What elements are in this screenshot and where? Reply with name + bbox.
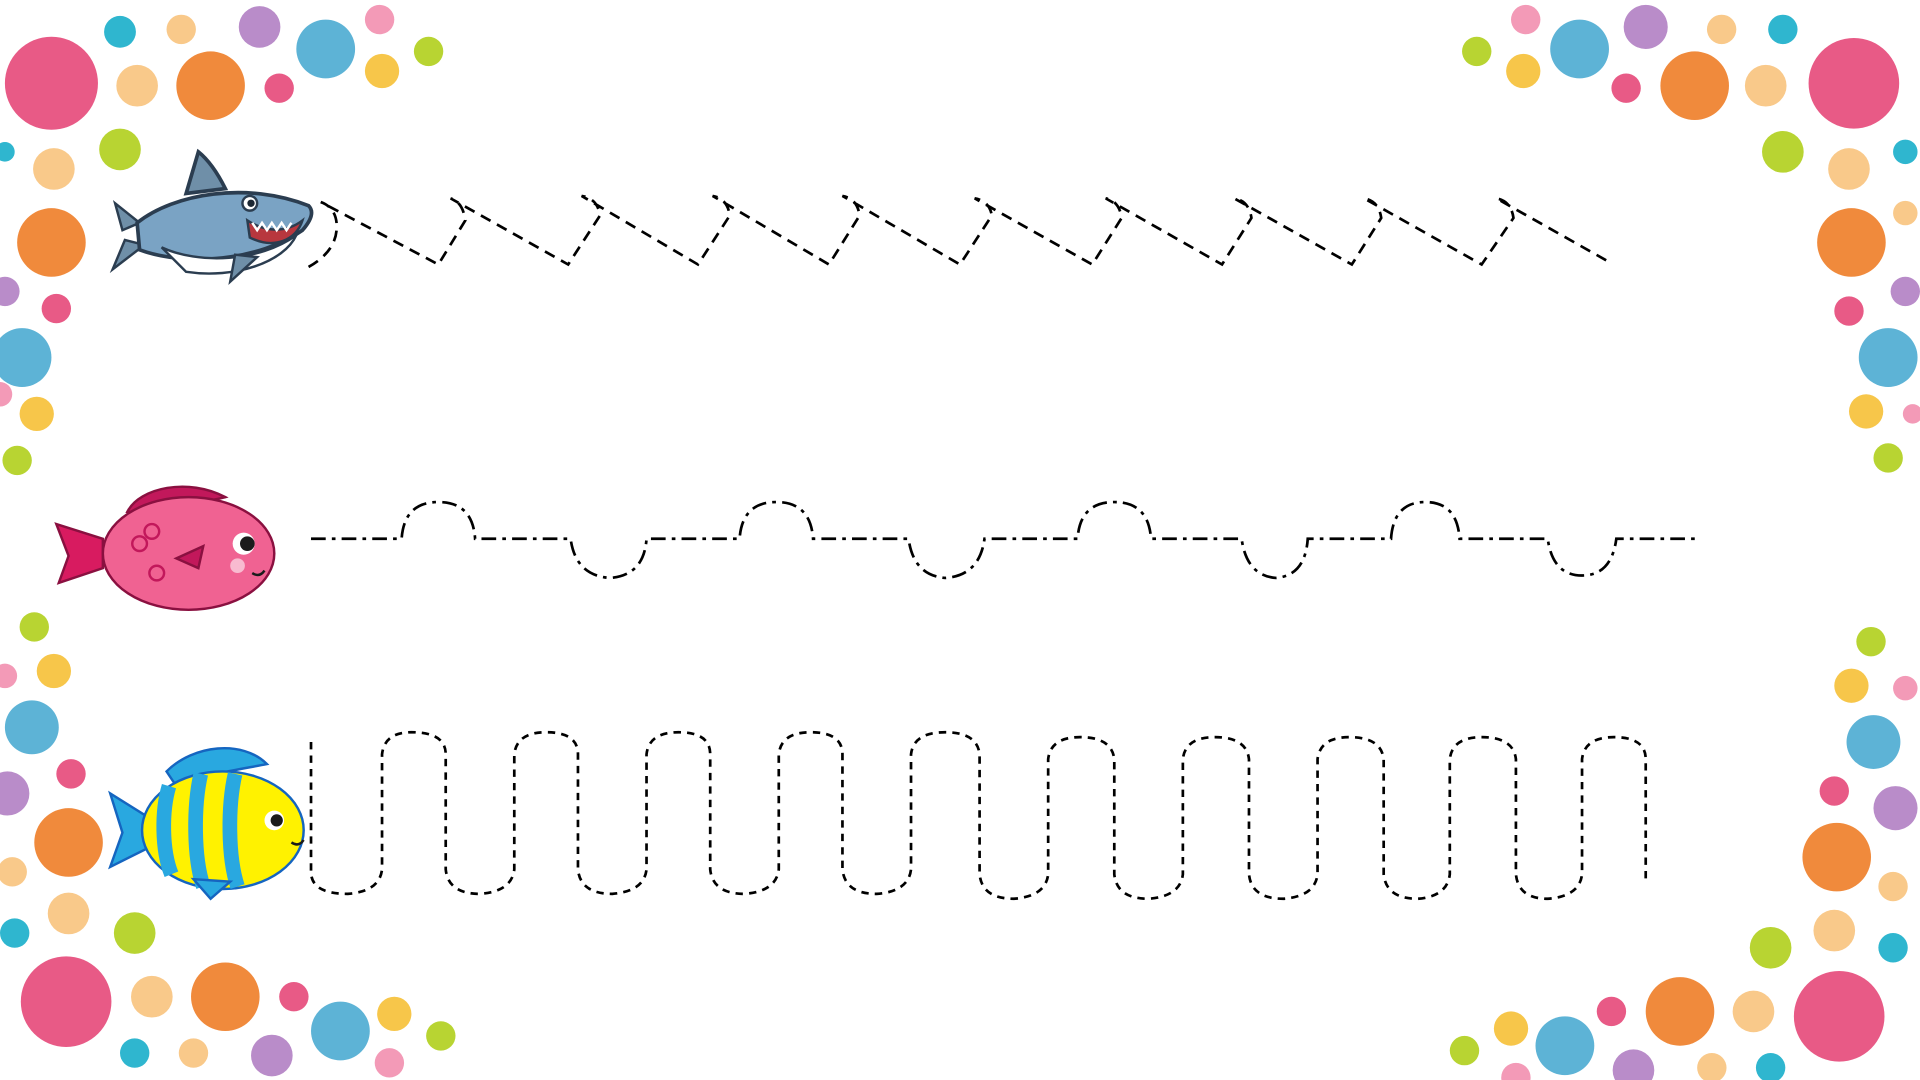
confetti-dot — [1623, 4, 1668, 49]
pink-fish-icon — [54, 485, 276, 612]
confetti-dot — [41, 293, 72, 324]
confetti-dot — [1762, 131, 1804, 173]
confetti-dot — [377, 996, 412, 1032]
confetti-dot — [1732, 990, 1775, 1033]
confetti-dot — [1848, 394, 1884, 429]
confetti-dot — [113, 912, 156, 954]
confetti-dot — [0, 382, 13, 407]
confetti-dot — [20, 956, 112, 1047]
confetti-dot — [1817, 208, 1886, 277]
confetti-dot — [251, 1034, 293, 1077]
confetti-dot — [1501, 1062, 1531, 1080]
confetti-dot — [1856, 626, 1886, 657]
confetti-dot — [1893, 200, 1918, 226]
confetti-dot — [1535, 1016, 1595, 1076]
confetti-dot — [56, 759, 86, 789]
confetti-dot — [0, 142, 15, 162]
confetti-dot — [311, 1001, 370, 1061]
confetti-dot — [176, 51, 245, 120]
confetti-dot — [1645, 977, 1715, 1046]
confetti-dot — [1462, 36, 1492, 67]
confetti-dot — [0, 918, 30, 948]
confetti-dot — [1902, 404, 1920, 424]
confetti-dot — [296, 19, 356, 79]
confetti-dot — [0, 857, 27, 887]
confetti-dot — [1511, 4, 1541, 35]
confetti-dot — [1873, 786, 1918, 831]
confetti-dot — [238, 6, 281, 48]
confetti-dot — [19, 612, 49, 642]
confetti-dot — [1858, 328, 1918, 387]
confetti-dot — [1611, 73, 1641, 103]
confetti-dot — [1596, 996, 1627, 1027]
confetti-dot — [1873, 443, 1903, 473]
confetti-dot — [1834, 668, 1869, 703]
confetti-dot — [47, 892, 90, 935]
confetti-dot — [1808, 37, 1900, 129]
confetti-dot — [1828, 148, 1870, 190]
confetti-dot — [166, 14, 196, 45]
confetti-dot — [1893, 675, 1918, 701]
confetti-dot — [1493, 1011, 1529, 1046]
confetti-dot — [0, 328, 52, 387]
confetti-dot — [413, 36, 444, 67]
confetti-dot — [1846, 715, 1901, 769]
confetti-dot — [1878, 871, 1908, 902]
confetti-dot — [2, 445, 32, 476]
confetti-dot — [0, 276, 20, 307]
confetti-dot — [4, 700, 59, 755]
confetti-dot — [1802, 822, 1872, 892]
confetti-dot — [1755, 1053, 1786, 1080]
confetti-dot — [34, 808, 103, 877]
confetti-dot — [1813, 909, 1856, 952]
confetti-dot — [178, 1038, 209, 1068]
confetti-dot — [99, 128, 141, 171]
confetti-dot — [36, 653, 72, 689]
confetti-dot — [264, 73, 294, 103]
confetti-dot — [19, 396, 54, 432]
confetti-dot — [116, 64, 158, 107]
confetti-dot — [364, 4, 395, 35]
confetti-dot — [1768, 14, 1798, 45]
confetti-dot — [1749, 926, 1792, 969]
confetti-dot — [33, 148, 75, 190]
confetti-dot — [104, 15, 136, 48]
shark-icon — [109, 148, 314, 285]
confetti-dot — [1612, 1049, 1655, 1080]
confetti-dot — [1506, 53, 1541, 89]
meander-loop-trace-path[interactable] — [309, 730, 1648, 901]
confetti-dot — [0, 771, 30, 816]
confetti-dot — [374, 1048, 405, 1078]
confetti-dot — [1449, 1035, 1480, 1066]
confetti-dot — [4, 36, 98, 130]
confetti-dot — [1697, 1053, 1727, 1080]
confetti-dot — [1660, 51, 1729, 120]
confetti-dot — [0, 663, 18, 689]
confetti-dot — [120, 1038, 150, 1068]
confetti-dot — [17, 208, 86, 277]
confetti-dot — [191, 962, 260, 1032]
confetti-dot — [1819, 776, 1849, 806]
yellow-fish-icon — [108, 747, 305, 901]
confetti-dot — [1793, 971, 1885, 1062]
confetti-dot — [1744, 64, 1787, 107]
confetti-dot — [1893, 139, 1918, 165]
confetti-dot — [1890, 276, 1920, 307]
confetti-dot — [1550, 19, 1609, 79]
confetti-dot — [1878, 933, 1908, 963]
confetti-dot — [1706, 14, 1737, 45]
shark-fin-trace-path[interactable] — [307, 194, 1613, 269]
confetti-dot — [426, 1021, 456, 1051]
confetti-dot — [1834, 296, 1864, 326]
confetti-dot — [364, 53, 400, 89]
confetti-dot-border — [0, 4, 1920, 1080]
confetti-dot — [279, 982, 309, 1012]
confetti-dot — [131, 975, 173, 1018]
bump-dip-trace-path[interactable] — [311, 500, 1698, 580]
